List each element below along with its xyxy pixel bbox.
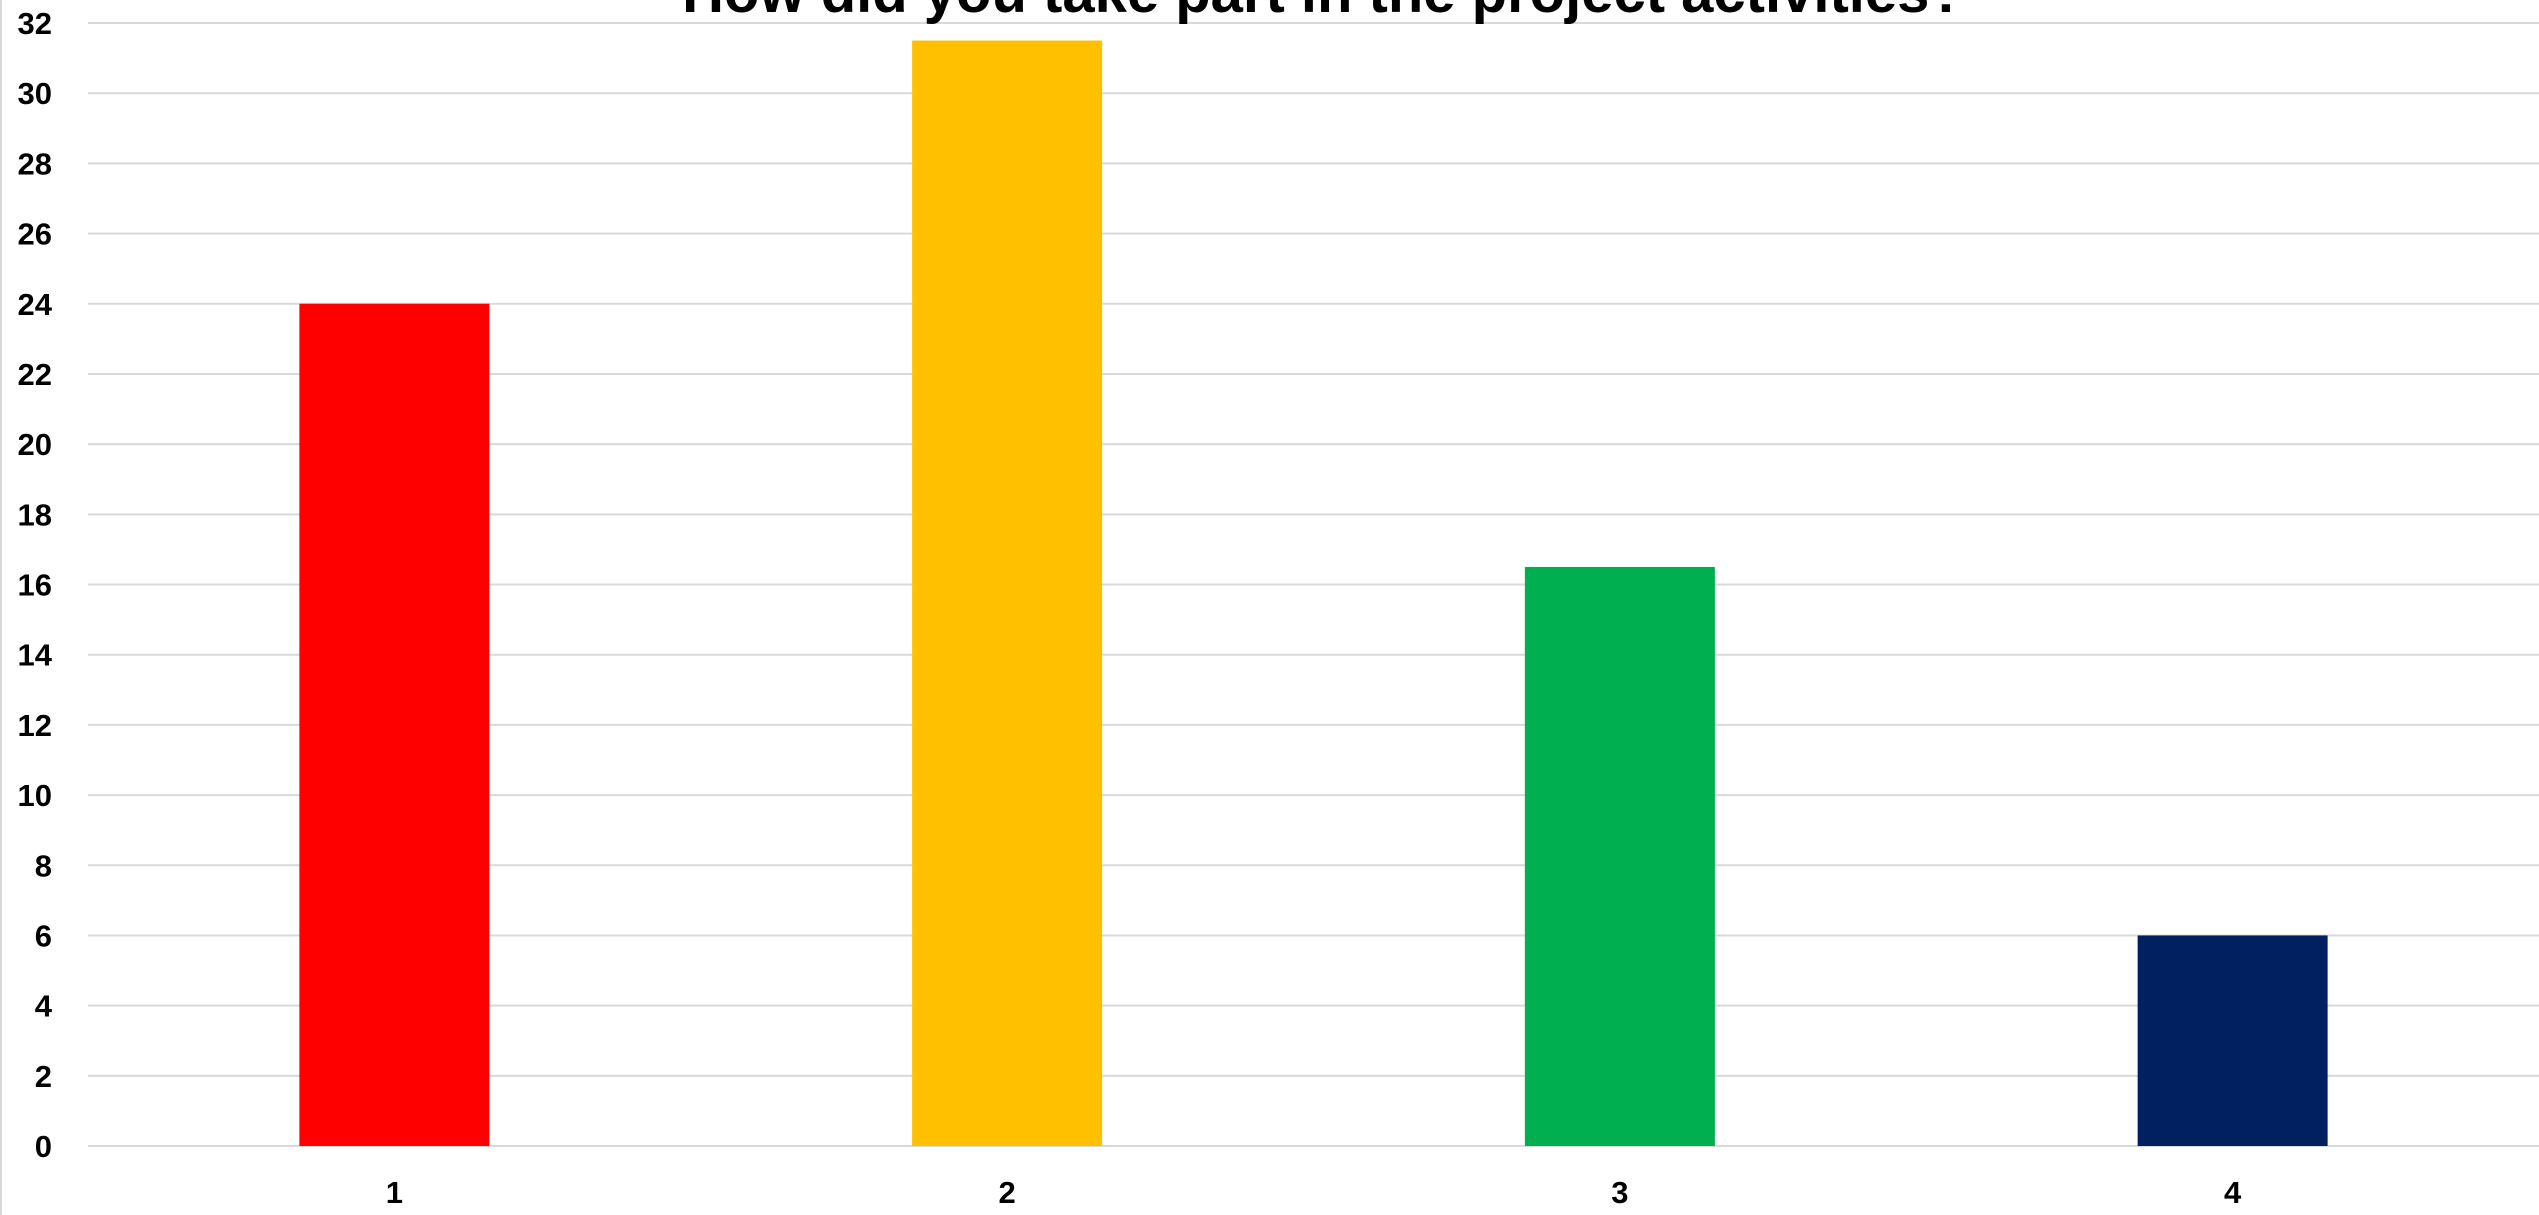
- y-tick-label-0: 0: [35, 1129, 52, 1164]
- y-tick-label-30: 30: [18, 76, 52, 111]
- y-tick-label-18: 18: [18, 497, 52, 532]
- chart-title: How did you take part in the project act…: [682, 0, 1965, 25]
- x-axis-tick-labels: 1 2 3 4: [386, 1175, 2242, 1210]
- x-tick-label-3: 3: [1611, 1175, 1628, 1210]
- y-tick-label-24: 24: [18, 287, 53, 322]
- x-tick-label-2: 2: [999, 1175, 1016, 1210]
- x-tick-label-4: 4: [2224, 1175, 2242, 1210]
- gridlines: [88, 22, 2539, 1147]
- y-tick-label-22: 22: [18, 357, 52, 392]
- y-tick-label-26: 26: [18, 217, 52, 252]
- y-tick-label-2: 2: [35, 1059, 52, 1094]
- bar-1: [299, 303, 490, 1146]
- bar-4: [2137, 935, 2328, 1146]
- y-tick-label-14: 14: [18, 638, 53, 673]
- y-tick-label-12: 12: [18, 708, 52, 743]
- bar-3: [1524, 566, 1715, 1146]
- bar-2: [912, 40, 1103, 1146]
- y-tick-label-28: 28: [18, 146, 52, 181]
- y-tick-label-6: 6: [35, 918, 52, 953]
- y-tick-label-8: 8: [35, 848, 52, 883]
- y-tick-label-10: 10: [18, 778, 52, 813]
- y-tick-label-32: 32: [18, 6, 52, 41]
- y-tick-label-20: 20: [18, 427, 52, 462]
- y-tick-label-4: 4: [35, 989, 53, 1024]
- y-tick-label-16: 16: [18, 568, 52, 603]
- x-tick-label-1: 1: [386, 1175, 403, 1210]
- bars: [299, 40, 2328, 1146]
